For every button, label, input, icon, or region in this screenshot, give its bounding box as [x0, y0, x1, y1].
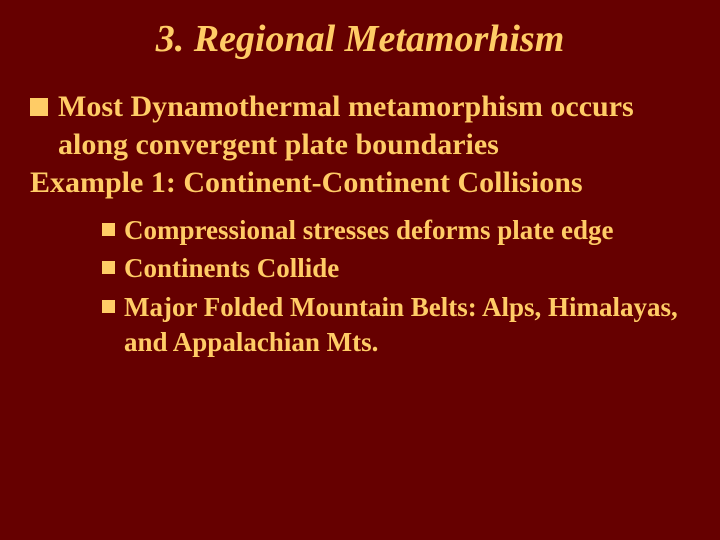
square-bullet-icon	[30, 98, 48, 116]
sub-item-text: Compressional stresses deforms plate edg…	[124, 213, 690, 248]
example-line: Example 1: Continent-Continent Collision…	[30, 164, 690, 202]
square-bullet-icon	[102, 300, 115, 313]
slide-title: 3. Regional Metamorhism	[30, 18, 690, 62]
slide: 3. Regional Metamorhism Most Dynamotherm…	[0, 0, 720, 540]
body-block: Most Dynamothermal metamorphism occurs a…	[30, 88, 690, 165]
bullet-level1: Most Dynamothermal metamorphism occurs a…	[30, 88, 690, 165]
square-bullet-icon	[102, 261, 115, 274]
level1-text: Most Dynamothermal metamorphism occurs a…	[58, 88, 690, 165]
list-item: Compressional stresses deforms plate edg…	[102, 213, 690, 248]
sub-item-text: Major Folded Mountain Belts: Alps, Himal…	[124, 290, 690, 359]
list-item: Major Folded Mountain Belts: Alps, Himal…	[102, 290, 690, 359]
sub-list: Compressional stresses deforms plate edg…	[102, 213, 690, 359]
square-bullet-icon	[102, 223, 115, 236]
sub-item-text: Continents Collide	[124, 251, 690, 286]
list-item: Continents Collide	[102, 251, 690, 286]
